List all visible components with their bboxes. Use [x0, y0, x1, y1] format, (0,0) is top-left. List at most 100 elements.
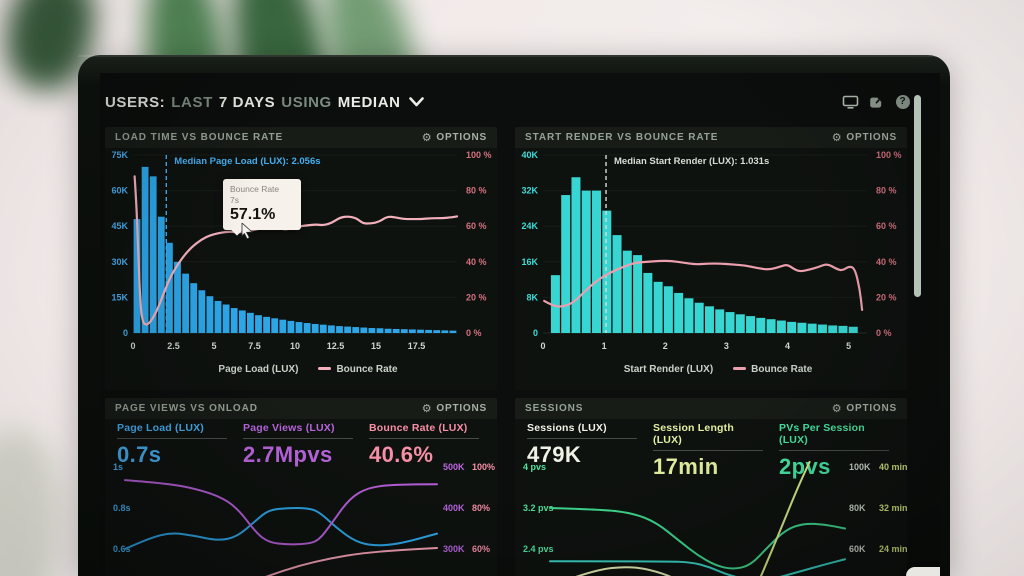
svg-text:1s: 1s [113, 462, 123, 472]
title-part: MEDIAN [337, 93, 401, 111]
svg-text:40 %: 40 % [876, 257, 897, 267]
chart-legend: Start Render (LUX) Bounce Rate [623, 364, 813, 375]
title-part: 7 DAYS [218, 93, 276, 111]
svg-text:Median Page Load (LUX): 2.056s: Median Page Load (LUX): 2.056s [174, 156, 320, 167]
svg-text:0 %: 0 % [466, 328, 482, 338]
hover-tooltip: Bounce Rate 7s 57.1% [223, 179, 301, 236]
sessions-line-chart[interactable]: 4 pvs 3.2 pvs 2.4 pvs 100K 80K 60K 40 min 32 mi… [515, 456, 907, 576]
svg-text:24K: 24K [521, 221, 538, 231]
svg-text:15K: 15K [111, 292, 128, 302]
options-button[interactable]: ⚙ OPTIONS [831, 402, 897, 415]
options-button[interactable]: ⚙ OPTIONS [831, 131, 897, 144]
svg-text:Median Start Render (LUX): 1.0: Median Start Render (LUX): 1.031s [614, 156, 769, 167]
metric-page-views: Page Views (LUX) 2.7Mpvs [243, 422, 353, 468]
svg-text:15: 15 [371, 341, 381, 351]
panel-title: PAGE VIEWS VS ONLOAD [115, 403, 258, 414]
page-views-line-chart[interactable]: 1s 0.8s 0.6s 500K 400K 300K 100% 80% 60% [105, 456, 497, 576]
panel-title: SESSIONS [525, 403, 584, 414]
svg-text:2.5: 2.5 [167, 341, 180, 351]
display-icon[interactable] [842, 94, 859, 109]
svg-text:100K: 100K [849, 462, 871, 472]
gear-icon: ⚙ [831, 402, 843, 415]
metric-page-load: Page Load (LUX) 0.7s [117, 422, 227, 468]
svg-text:3: 3 [724, 341, 729, 351]
svg-text:3.2 pvs: 3.2 pvs [523, 503, 554, 513]
laptop-bezel: USERS: LAST 7 DAYS USING MEDIAN ? [78, 55, 950, 576]
metric-session-length: Session Length (LUX) 17min [653, 422, 763, 480]
svg-text:20 %: 20 % [876, 292, 897, 302]
title-part: USING [281, 93, 332, 111]
panel-load-time-vs-bounce-rate: LOAD TIME VS BOUNCE RATE ⚙ OPTIONS 75K 10… [105, 127, 497, 390]
svg-text:32 min: 32 min [879, 503, 907, 513]
title-part: USERS: [105, 93, 166, 111]
svg-text:32K: 32K [521, 186, 538, 196]
svg-text:60K: 60K [849, 544, 866, 554]
svg-text:40 min: 40 min [879, 462, 907, 472]
start-render-histogram-chart[interactable]: 40K 100 % 32K 80 % 24K 60 % 16K 40 % 8K 20 % 0 0 % M… [515, 149, 907, 363]
panel-start-render-vs-bounce-rate: START RENDER VS BOUNCE RATE ⚙ OPTIONS 40… [515, 127, 907, 390]
svg-text:2: 2 [663, 341, 668, 351]
svg-text:4 pvs: 4 pvs [523, 462, 546, 472]
panel-title: LOAD TIME VS BOUNCE RATE [115, 132, 284, 143]
svg-text:30K: 30K [111, 257, 128, 267]
dashboard-title-dropdown[interactable]: USERS: LAST 7 DAYS USING MEDIAN [105, 91, 424, 113]
svg-text:60%: 60% [472, 544, 490, 554]
chat-widget-button[interactable]: 4 [906, 567, 940, 576]
svg-text:0: 0 [540, 341, 545, 351]
help-icon[interactable]: ? [894, 94, 911, 109]
options-button[interactable]: ⚙ OPTIONS [421, 402, 487, 415]
svg-text:40 %: 40 % [466, 257, 487, 267]
svg-text:75K: 75K [111, 150, 128, 160]
svg-text:100 %: 100 % [876, 150, 902, 160]
svg-text:300K: 300K [443, 544, 465, 554]
svg-text:40K: 40K [521, 150, 538, 160]
svg-text:80K: 80K [849, 503, 866, 513]
metric-sessions: Sessions (LUX) 479K [527, 422, 637, 480]
svg-text:80%: 80% [472, 503, 490, 513]
svg-text:0.8s: 0.8s [113, 503, 131, 513]
svg-text:17.5: 17.5 [408, 341, 426, 351]
svg-text:7.5: 7.5 [248, 341, 261, 351]
svg-text:5: 5 [211, 341, 216, 351]
title-part: LAST [171, 93, 213, 111]
svg-text:80 %: 80 % [876, 186, 897, 196]
svg-text:12.5: 12.5 [327, 341, 345, 351]
panel-sessions: SESSIONS ⚙ OPTIONS Sessions (LUX) 479K S… [515, 398, 907, 576]
svg-text:0.6s: 0.6s [113, 544, 131, 554]
metric-bounce-rate: Bounce Rate (LUX) 40.6% [369, 422, 479, 468]
svg-text:400K: 400K [443, 503, 465, 513]
svg-text:60 %: 60 % [466, 221, 487, 231]
panel-page-views-vs-onload: PAGE VIEWS VS ONLOAD ⚙ OPTIONS Page Load… [105, 398, 497, 576]
svg-text:45K: 45K [111, 221, 128, 231]
svg-text:80 %: 80 % [466, 186, 487, 196]
svg-text:0 %: 0 % [876, 328, 892, 338]
svg-text:8K: 8K [526, 292, 538, 302]
svg-text:0: 0 [533, 328, 538, 338]
mouse-cursor-icon [241, 222, 255, 244]
load-time-histogram-chart[interactable]: 75K 100 % 60K 80 % 45K 60 % 30K 40 % 15K 20 % 0 0 %… [105, 149, 497, 363]
svg-text:24 min: 24 min [879, 544, 907, 554]
gear-icon: ⚙ [421, 402, 433, 415]
gear-icon: ⚙ [831, 131, 843, 144]
svg-text:5: 5 [846, 341, 851, 351]
panel-title: START RENDER VS BOUNCE RATE [525, 132, 719, 143]
options-button[interactable]: ⚙ OPTIONS [421, 131, 487, 144]
svg-text:0: 0 [130, 341, 135, 351]
chart-legend: Page Load (LUX) Bounce Rate [218, 364, 398, 375]
svg-text:10: 10 [290, 341, 300, 351]
svg-text:20 %: 20 % [466, 292, 487, 302]
svg-text:4: 4 [785, 341, 790, 351]
svg-text:2.4 pvs: 2.4 pvs [523, 544, 554, 554]
gear-icon: ⚙ [421, 131, 433, 144]
svg-text:60 %: 60 % [876, 221, 897, 231]
svg-text:100%: 100% [472, 462, 495, 472]
svg-text:60K: 60K [111, 186, 128, 196]
scrollbar-thumb[interactable] [914, 95, 921, 297]
svg-text:500K: 500K [443, 462, 465, 472]
chevron-down-icon [408, 94, 424, 111]
svg-text:16K: 16K [521, 257, 538, 267]
svg-text:100 %: 100 % [466, 150, 492, 160]
share-icon[interactable] [868, 94, 885, 109]
svg-text:0: 0 [123, 328, 128, 338]
